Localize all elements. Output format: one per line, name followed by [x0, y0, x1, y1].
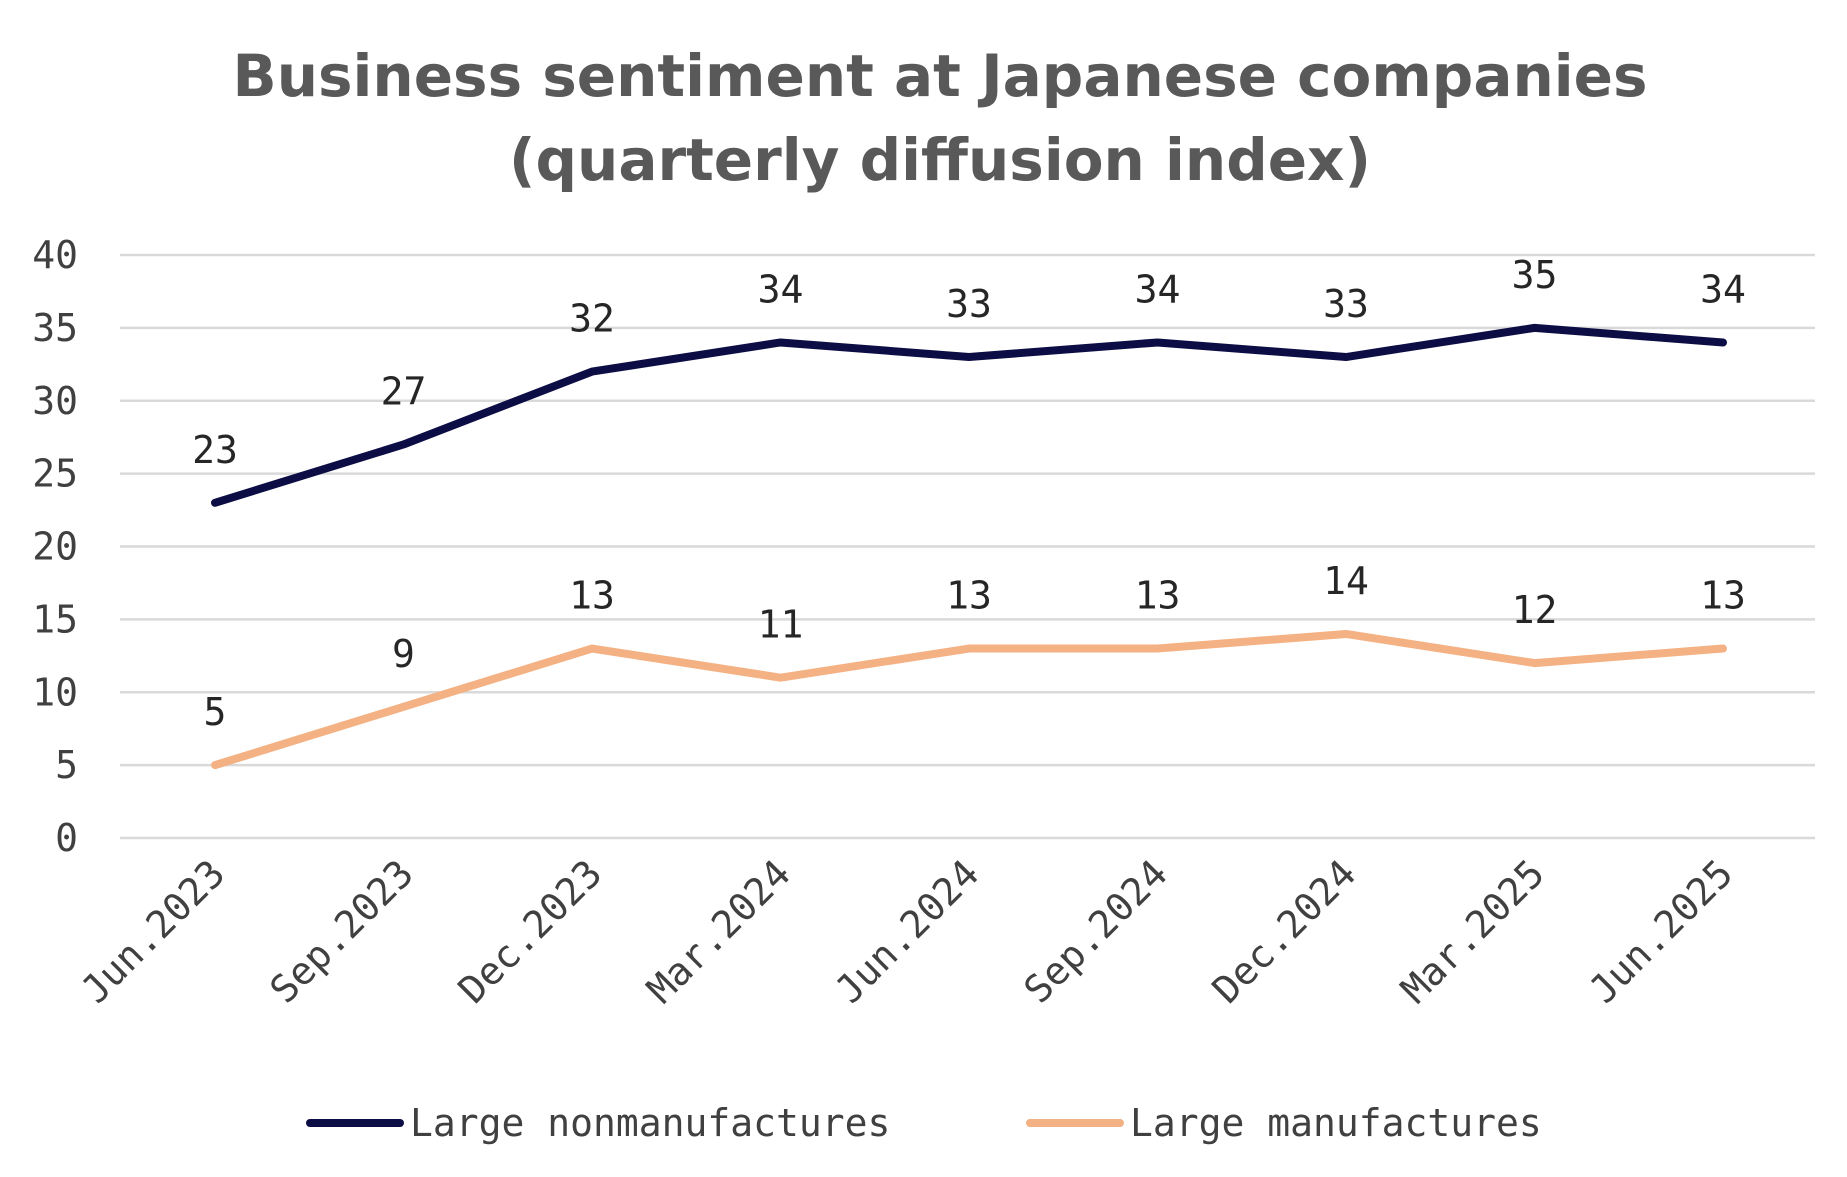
- data-label: 35: [1512, 253, 1558, 297]
- x-tick-label: Jun.2024: [827, 851, 988, 1012]
- data-point: [1157, 341, 1158, 343]
- y-tick-label: 0: [55, 816, 78, 860]
- series-line-0: [211, 323, 1727, 507]
- data-label: 13: [1700, 574, 1746, 618]
- y-tick-label: 30: [32, 379, 78, 423]
- x-tick-label: Sep.2023: [261, 851, 422, 1012]
- x-tick-label: Mar.2025: [1392, 851, 1553, 1012]
- x-tick-label: Jun.2025: [1581, 851, 1742, 1012]
- y-tick-label: 40: [32, 233, 78, 277]
- data-point: [1722, 648, 1724, 650]
- data-point: [1345, 356, 1347, 358]
- series-lines: [211, 323, 1727, 770]
- gridlines: [120, 253, 1815, 840]
- legend-label-1: Large manufactures: [1130, 1101, 1542, 1145]
- data-label: 13: [569, 574, 615, 618]
- x-tick-label: Dec.2023: [450, 851, 611, 1012]
- data-point: [403, 706, 404, 708]
- data-point: [780, 341, 781, 343]
- y-tick-label: 5: [55, 743, 78, 787]
- data-label: 33: [946, 282, 992, 326]
- x-tick-label: Mar.2024: [638, 851, 799, 1012]
- y-tick-label: 25: [32, 452, 78, 496]
- data-point: [591, 371, 593, 373]
- y-tick-label: 35: [32, 306, 78, 350]
- series-line-1: [211, 629, 1727, 770]
- data-point: [214, 764, 216, 766]
- y-axis-ticks: 0 5 10 15 20 25 30 35 40: [32, 233, 78, 860]
- x-tick-label: Jun.2023: [73, 851, 234, 1012]
- data-point: [968, 648, 970, 650]
- chart-title-line-1: Business sentiment at Japanese companies: [233, 42, 1648, 110]
- data-label: 12: [1512, 588, 1558, 632]
- data-label: 11: [758, 603, 804, 647]
- data-point: [591, 648, 593, 650]
- x-tick-label: Dec.2024: [1204, 851, 1365, 1012]
- data-label: 5: [204, 690, 227, 734]
- data-label: 27: [381, 369, 427, 413]
- data-point: [1534, 662, 1535, 664]
- data-point: [1157, 648, 1158, 650]
- legend-label-0: Large nonmanufactures: [410, 1101, 890, 1145]
- data-point: [1722, 341, 1724, 343]
- data-label: 34: [1135, 267, 1181, 311]
- legend: Large nonmanufactures Large manufactures: [306, 1101, 1542, 1145]
- data-point: [968, 356, 970, 358]
- data-label: 32: [569, 297, 615, 341]
- x-tick-label: Sep.2024: [1015, 851, 1176, 1012]
- data-point: [214, 502, 216, 504]
- y-tick-label: 15: [32, 597, 78, 641]
- x-axis-ticks: Jun.2023 Sep.2023 Dec.2023 Mar.2024 Jun.2024…: [73, 851, 1742, 1012]
- data-point: [1534, 327, 1535, 329]
- data-labels: 23 27 32 34 33 34 33 35 34 5 9 13 11 13 13 14 12 13: [192, 253, 1746, 734]
- data-point: [1345, 633, 1347, 635]
- data-label: 34: [758, 267, 804, 311]
- chart-title-line-2: (quarterly diffusion index): [509, 126, 1371, 194]
- data-label: 13: [946, 574, 992, 618]
- y-tick-label: 10: [32, 670, 78, 714]
- data-point: [403, 443, 404, 445]
- data-label: 9: [392, 632, 415, 676]
- data-point: [780, 677, 781, 679]
- data-label: 14: [1323, 559, 1369, 603]
- data-label: 23: [192, 428, 238, 472]
- y-tick-label: 20: [32, 525, 78, 569]
- data-label: 33: [1323, 282, 1369, 326]
- data-label: 34: [1700, 267, 1746, 311]
- data-label: 13: [1135, 574, 1181, 618]
